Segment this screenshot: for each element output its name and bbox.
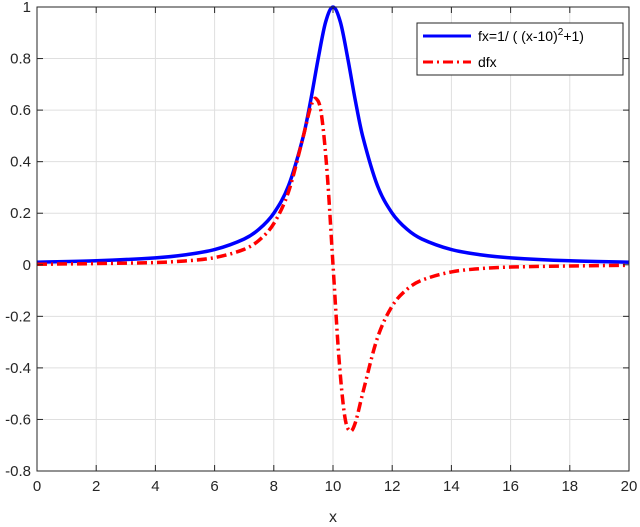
x-axis-label: x: [329, 509, 337, 526]
y-tick-label: -0.4: [5, 360, 31, 377]
x-tick-label: 12: [384, 478, 401, 495]
y-tick-label: -0.8: [5, 463, 31, 480]
y-tick-label: 0.8: [10, 51, 31, 68]
x-tick-label: 20: [621, 478, 638, 495]
legend-label-dfx: dfx: [478, 54, 497, 70]
y-tick-label: 0.4: [10, 154, 31, 171]
x-tick-label: 18: [561, 478, 578, 495]
x-tick-label: 10: [325, 478, 342, 495]
y-tick-label: -0.2: [5, 308, 31, 325]
y-tick-label: 1: [23, 0, 31, 16]
y-tick-label: 0.2: [10, 205, 31, 222]
legend-box: [416, 22, 624, 76]
x-tick-label: 16: [502, 478, 519, 495]
x-tick-label: 8: [270, 478, 278, 495]
x-tick-label: 4: [151, 478, 159, 495]
y-tick-label: 0.6: [10, 102, 31, 119]
legend-label-fx: fx=1/ ( (x-10)2+1): [478, 27, 584, 44]
legend: fx=1/ ( (x-10)2+1) dfx: [416, 22, 624, 76]
x-tick-label: 0: [33, 478, 41, 495]
x-tick-label: 14: [443, 478, 460, 495]
y-tick-label: 0: [23, 257, 31, 274]
y-tick-label: -0.6: [5, 411, 31, 428]
x-tick-label: 2: [92, 478, 100, 495]
series-line-1: [36, 96, 630, 433]
ticks: 0 2 4 6 8 10 12 14 16 18 20 -0.8 -0.6 -0.4 -0.2 0 0.2 0.4…: [5, 0, 637, 495]
x-tick-label: 6: [210, 478, 218, 495]
